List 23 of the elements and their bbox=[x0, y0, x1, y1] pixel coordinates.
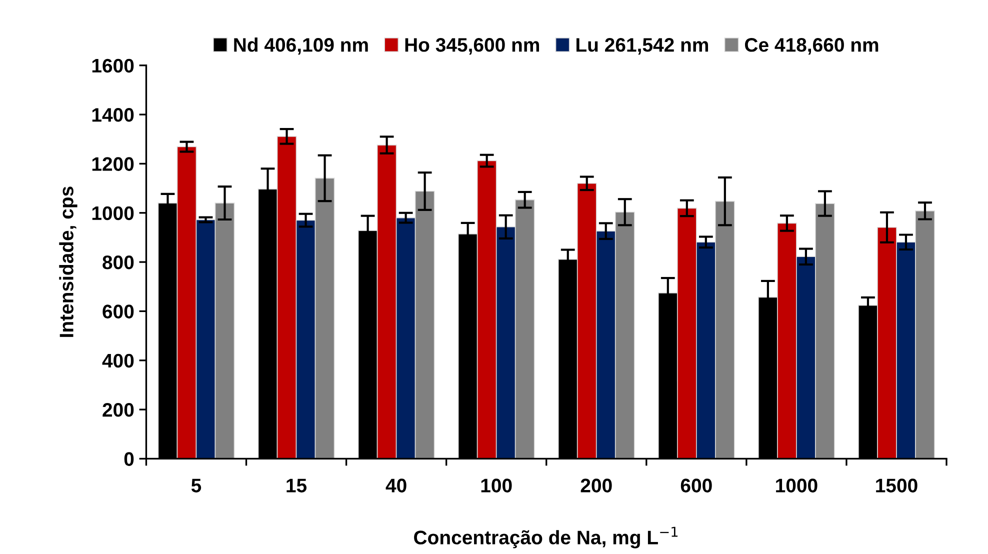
x-tick-label: 100 bbox=[481, 478, 512, 492]
x-axis-title: Concentração de Na, mg L$^{−1}$ bbox=[414, 526, 678, 548]
legend-label: Ho 345,600 nm bbox=[405, 38, 540, 55]
x-tick-label: 5 bbox=[191, 478, 202, 492]
x-tick-label: 15 bbox=[286, 478, 307, 492]
y-tick-label: 1000 bbox=[92, 206, 134, 220]
y-tick-label: 200 bbox=[102, 403, 134, 417]
x-tick-label: 200 bbox=[580, 478, 612, 492]
x-tick-label: 600 bbox=[680, 478, 712, 492]
legend-label: Lu 261,542 nm bbox=[576, 38, 708, 55]
y-tick-label: 400 bbox=[102, 354, 134, 368]
y-tick-label: 800 bbox=[102, 256, 134, 270]
x-tick-label: 40 bbox=[386, 478, 406, 492]
y-tick-label: 0 bbox=[124, 452, 134, 466]
y-tick-label: 1200 bbox=[92, 157, 134, 171]
y-axis-title: Intensidade, cps bbox=[59, 186, 78, 337]
x-tick-label: 1500 bbox=[876, 478, 918, 492]
y-tick-label: 600 bbox=[102, 304, 134, 318]
legend-label: Ce 418,660 nm bbox=[745, 38, 878, 55]
legend-label: Nd 406,109 nm bbox=[234, 38, 368, 55]
y-tick-label: 1400 bbox=[92, 108, 134, 122]
y-tick-label: 1600 bbox=[92, 58, 134, 73]
x-tick-label: 1000 bbox=[776, 478, 818, 492]
